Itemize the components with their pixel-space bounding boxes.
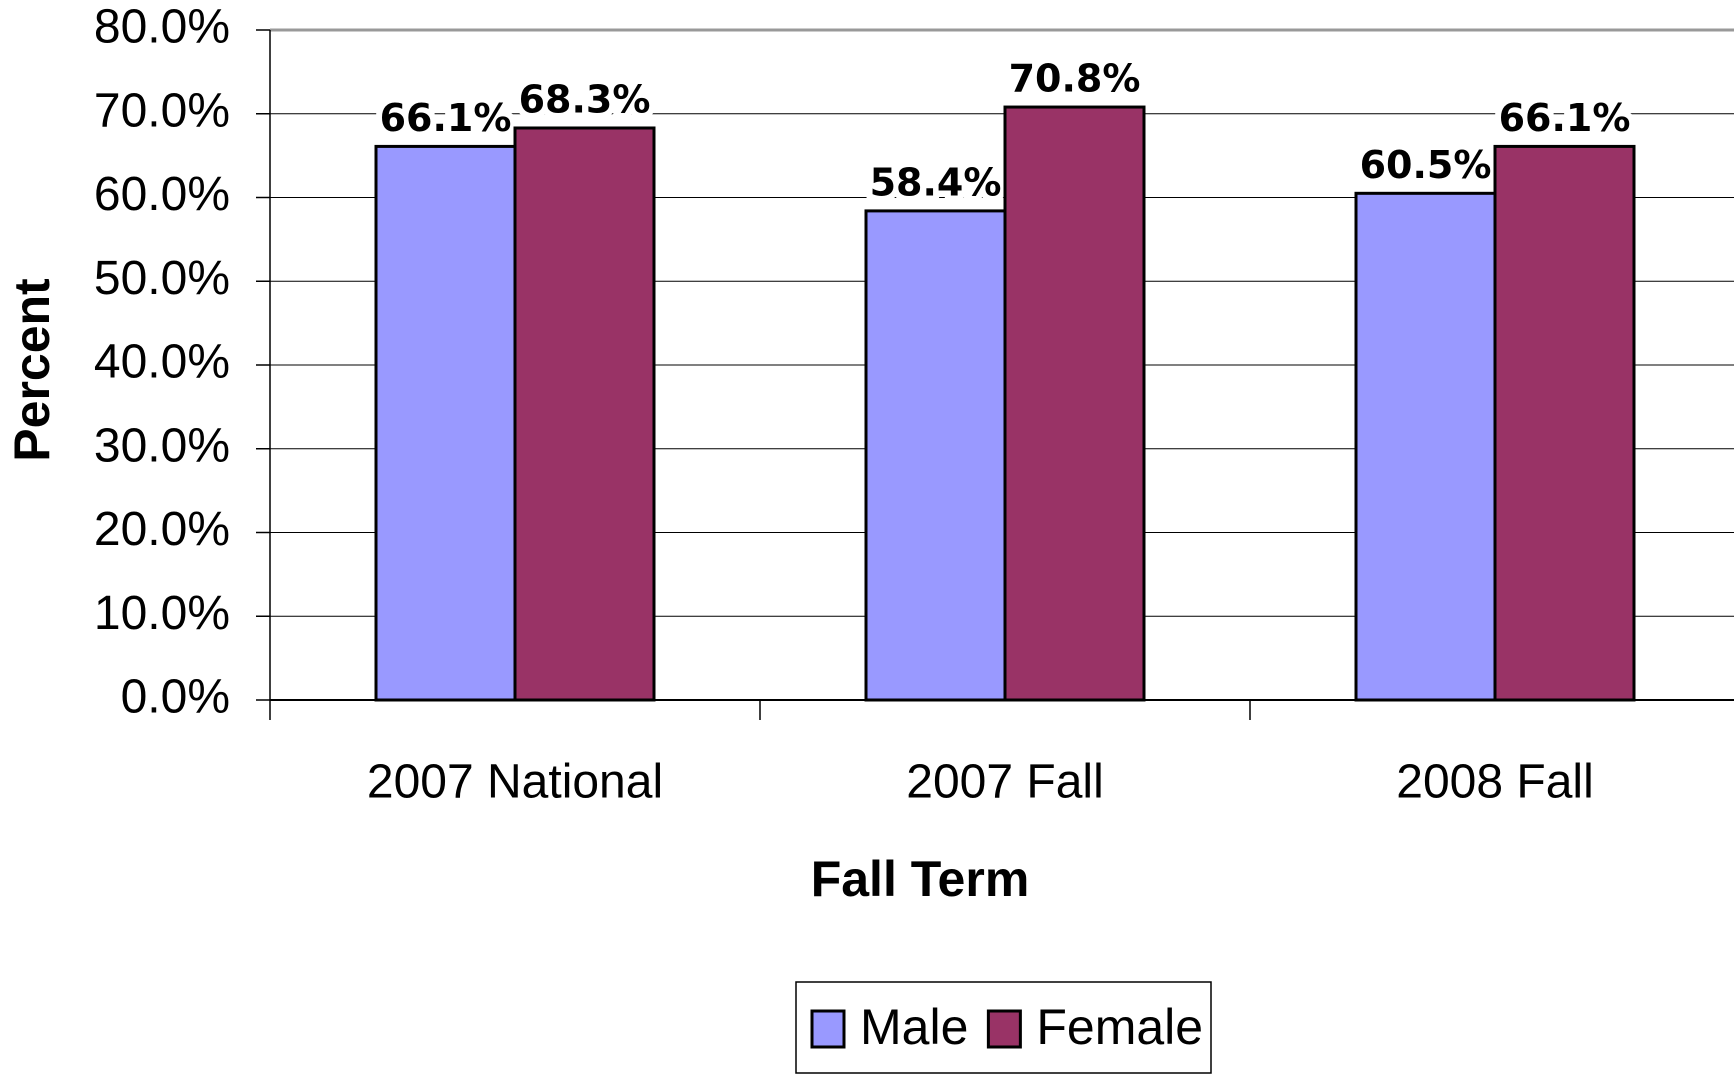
value-label: 60.5% bbox=[1360, 143, 1492, 187]
y-tick-label: 50.0% bbox=[94, 252, 230, 305]
y-tick-label: 30.0% bbox=[94, 419, 230, 472]
value-label: 66.1% bbox=[380, 96, 512, 140]
legend-label: Male bbox=[860, 999, 968, 1055]
y-tick-label: 80.0% bbox=[94, 1, 230, 54]
y-axis-title: Percent bbox=[4, 278, 60, 462]
y-tick-label: 0.0% bbox=[121, 671, 230, 724]
bar bbox=[864, 209, 1007, 702]
y-tick-label: 20.0% bbox=[94, 503, 230, 556]
x-axis-title: Fall Term bbox=[811, 851, 1030, 907]
x-tick-label: 2008 Fall bbox=[1396, 756, 1593, 809]
y-tick-label: 70.0% bbox=[94, 84, 230, 137]
value-label: 68.3% bbox=[519, 77, 651, 121]
value-label: 58.4% bbox=[870, 160, 1002, 204]
y-tick-label: 40.0% bbox=[94, 336, 230, 389]
bar bbox=[1003, 105, 1146, 702]
legend-label: Female bbox=[1036, 999, 1203, 1055]
value-label: 66.1% bbox=[1499, 96, 1631, 140]
bar bbox=[1354, 191, 1497, 702]
bar bbox=[513, 126, 656, 702]
y-tick-label: 60.0% bbox=[94, 168, 230, 221]
x-tick-label: 2007 National bbox=[367, 756, 663, 809]
bar bbox=[1493, 144, 1636, 702]
x-tick-label: 2007 Fall bbox=[906, 756, 1103, 809]
value-label: 70.8% bbox=[1009, 57, 1141, 101]
bar bbox=[374, 144, 517, 702]
legend-swatch bbox=[810, 1009, 846, 1049]
y-tick-label: 10.0% bbox=[94, 587, 230, 640]
legend-swatch bbox=[986, 1009, 1022, 1049]
